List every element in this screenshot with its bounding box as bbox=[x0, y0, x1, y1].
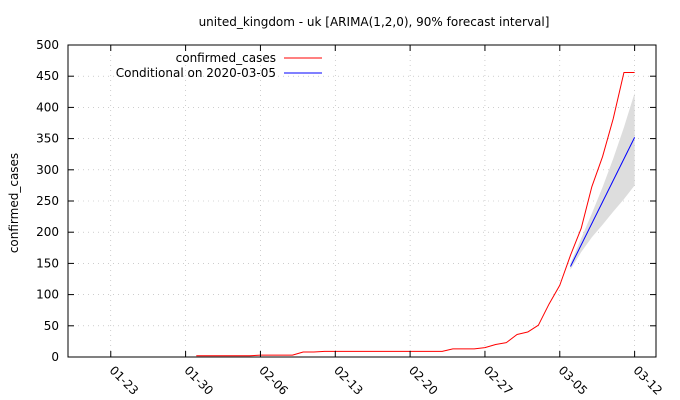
y-tick-label: 100 bbox=[36, 288, 59, 302]
confirmed-cases-line bbox=[196, 71, 635, 357]
y-tick-label: 50 bbox=[44, 319, 59, 333]
y-tick-label: 200 bbox=[36, 225, 59, 239]
y-tick-label: 150 bbox=[36, 256, 59, 270]
x-tick-label: 02-20 bbox=[406, 363, 441, 398]
x-tick-label: 02-27 bbox=[481, 363, 516, 398]
x-tick-label: 02-13 bbox=[331, 363, 366, 398]
forecast-interval-band bbox=[570, 93, 635, 270]
series-layer bbox=[196, 71, 636, 357]
x-tick-label: 03-05 bbox=[556, 363, 591, 398]
x-tick-label: 02-06 bbox=[256, 363, 291, 398]
x-tick-label: 01-30 bbox=[181, 363, 216, 398]
y-tick-label: 450 bbox=[36, 69, 59, 83]
plot-border bbox=[67, 44, 657, 358]
legend-label: confirmed_cases bbox=[176, 51, 276, 65]
y-tick-label: 400 bbox=[36, 100, 59, 114]
y-tick-label: 350 bbox=[36, 132, 59, 146]
chart-title: united_kingdom - uk [ARIMA(1,2,0), 90% f… bbox=[199, 15, 550, 29]
y-tick-label: 300 bbox=[36, 163, 59, 177]
forecast-line bbox=[570, 137, 636, 267]
y-axis-title: confirmed_cases bbox=[7, 153, 21, 253]
grid-layer bbox=[68, 45, 656, 357]
legend-label: Conditional on 2020-03-05 bbox=[116, 66, 276, 80]
y-tick-label: 250 bbox=[36, 194, 59, 208]
forecast-interval-layer bbox=[570, 93, 635, 270]
x-tick-label: 03-12 bbox=[630, 363, 665, 398]
x-tick-label: 01-23 bbox=[107, 363, 142, 398]
y-tick-label: 500 bbox=[36, 38, 59, 52]
ticks-layer: 0 50 100 150 200 250 300 350 400 450 500 01-23 01-30… bbox=[36, 38, 665, 398]
y-tick-label: 0 bbox=[51, 350, 59, 364]
